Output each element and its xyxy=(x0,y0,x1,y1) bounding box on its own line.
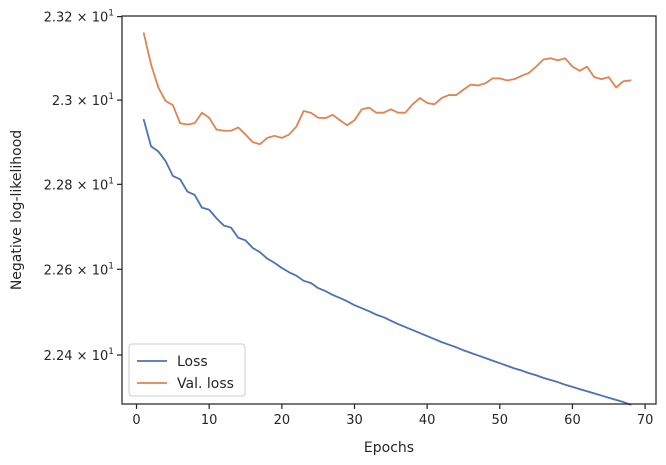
x-tick-label: 70 xyxy=(637,413,654,428)
x-tick-label: 40 xyxy=(419,413,436,428)
x-tick-label: 50 xyxy=(492,413,509,428)
x-axis: 0 10 20 30 40 50 60 70 xyxy=(132,404,653,428)
x-axis-label: Epochs xyxy=(364,440,414,456)
series-layer xyxy=(142,32,632,406)
legend-label-loss: Loss xyxy=(177,354,208,370)
legend-label-val-loss: Val. loss xyxy=(177,376,234,392)
y-axis: 2.24 × 101 2.26 × 101 2.28 × 101 2.3 × 101 2… xyxy=(44,9,122,364)
y-tick-label: 2.32 × 101 xyxy=(44,9,114,26)
legend: Loss Val. loss xyxy=(128,343,246,397)
x-tick-label: 0 xyxy=(132,413,140,428)
y-tick-label: 2.3 × 101 xyxy=(52,92,114,109)
series-line-val-loss xyxy=(142,32,632,146)
y-tick-label: 2.26 × 101 xyxy=(44,261,114,278)
x-tick-label: 30 xyxy=(346,413,363,428)
plot-area xyxy=(122,16,656,404)
y-tick-label: 2.28 × 101 xyxy=(44,176,114,193)
x-tick-label: 20 xyxy=(274,413,291,428)
y-tick-label: 2.24 × 101 xyxy=(44,347,114,364)
series-line-loss xyxy=(142,118,632,406)
x-tick-label: 10 xyxy=(201,413,218,428)
y-axis-label: Negative log-likelihood xyxy=(9,130,25,290)
x-tick-label: 60 xyxy=(564,413,581,428)
plot-frame xyxy=(121,15,657,405)
